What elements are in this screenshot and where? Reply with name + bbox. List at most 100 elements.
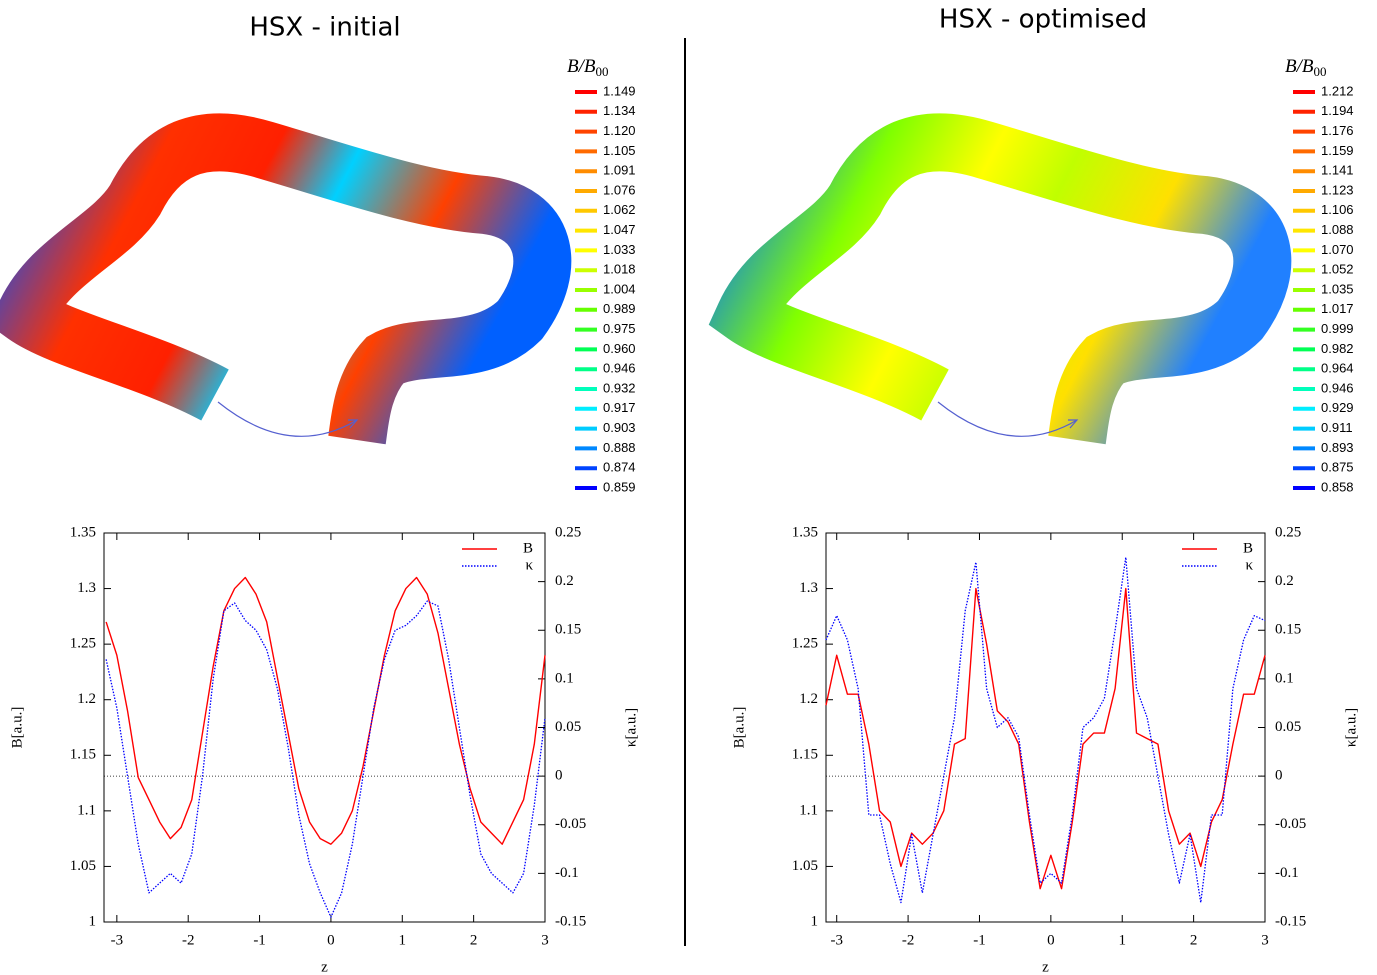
colorbar-level: 0.946 xyxy=(603,361,636,376)
y2-tick-label: -0.05 xyxy=(555,816,586,832)
x-axis-label: z xyxy=(1042,959,1049,975)
colorbar: B/B00 1.149 1.134 1.120 1.105 1.091 1.076 1.062… xyxy=(567,56,636,494)
legend-label: κ xyxy=(525,557,533,573)
colorbar: B/B00 1.212 1.194 1.176 1.159 1.141 1.123 1.106… xyxy=(1285,56,1354,494)
colorbar-level: 0.917 xyxy=(603,400,636,415)
x-axis-label: z xyxy=(321,959,328,975)
series-line xyxy=(105,600,546,918)
colorbar-level: 1.149 xyxy=(603,83,636,98)
colorbar-level: 0.859 xyxy=(603,479,636,494)
colorbar-level: 1.141 xyxy=(1321,163,1354,178)
y2-axis-label: κ[a.u.] xyxy=(623,708,639,747)
y-tick-label: 1.35 xyxy=(70,524,96,540)
colorbar-level: 1.004 xyxy=(603,281,636,296)
x-tick-label: -2 xyxy=(182,932,195,948)
y2-tick-label: 0.2 xyxy=(555,573,574,589)
colorbar-level: 0.888 xyxy=(603,440,636,455)
y-tick-label: 1.1 xyxy=(77,802,96,818)
colorbar-level: 0.999 xyxy=(1321,321,1354,336)
y-tick-label: 1 xyxy=(811,913,819,929)
x-tick-label: 0 xyxy=(327,932,335,948)
colorbar-level: 1.105 xyxy=(603,143,636,158)
x-tick-label: 1 xyxy=(1118,932,1126,948)
y-tick-label: 1.35 xyxy=(792,524,818,540)
colorbar-label: B/B00 xyxy=(567,56,609,79)
colorbar-label-main: B/B xyxy=(1285,56,1314,77)
y2-tick-label: -0.1 xyxy=(555,865,579,881)
colorbar-level: 0.893 xyxy=(1321,440,1354,455)
colorbar-level: 1.070 xyxy=(1321,242,1354,257)
colorbar-level: 1.017 xyxy=(1321,301,1354,316)
colorbar-label-sub: 00 xyxy=(1314,64,1327,79)
x-tick-label: 1 xyxy=(399,932,407,948)
y-axis-label: B[a.u.] xyxy=(9,707,25,749)
y2-tick-label: 0 xyxy=(555,768,563,784)
chart-title: HSX - initial xyxy=(249,13,400,43)
x-tick-label: -3 xyxy=(111,932,124,948)
y-tick-label: 1.3 xyxy=(799,580,818,596)
legend-label: κ xyxy=(1245,557,1253,573)
series-line xyxy=(825,556,1266,904)
y-tick-label: 1 xyxy=(89,913,97,929)
colorbar-level: 0.911 xyxy=(1321,420,1353,435)
colorbar-level: 1.194 xyxy=(1321,103,1354,118)
colorbar-level: 0.858 xyxy=(1321,479,1354,494)
colorbar-level: 0.875 xyxy=(1321,460,1354,475)
y-axis-label: B[a.u.] xyxy=(731,707,747,749)
colorbar-level: 1.062 xyxy=(603,202,636,217)
y-tick-label: 1.15 xyxy=(792,747,818,763)
legend-label: B xyxy=(1243,540,1253,556)
colorbar-level: 1.106 xyxy=(1321,202,1354,217)
y2-tick-label: 0.1 xyxy=(555,670,574,686)
colorbar-level: 1.134 xyxy=(603,103,636,118)
y2-tick-label: -0.15 xyxy=(555,913,586,929)
colorbar-level: 0.982 xyxy=(1321,341,1354,356)
y2-tick-label: 0.25 xyxy=(555,524,581,540)
y2-tick-label: -0.1 xyxy=(1275,865,1299,881)
y-tick-label: 1.05 xyxy=(792,858,818,874)
colorbar-level: 0.989 xyxy=(603,301,636,316)
colorbar-level: 0.960 xyxy=(603,341,636,356)
colorbar-level: 1.212 xyxy=(1321,83,1354,98)
colorbar-label-main: B/B xyxy=(567,56,596,77)
x-tick-label: -3 xyxy=(830,932,843,948)
y2-tick-label: 0.15 xyxy=(555,622,581,638)
y-tick-label: 1.25 xyxy=(70,636,96,652)
colorbar-level: 0.975 xyxy=(603,321,636,336)
colorbar-level: 1.052 xyxy=(1321,262,1354,277)
chart-title: HSX - optimised xyxy=(939,5,1147,35)
colorbar-level: 0.903 xyxy=(603,420,636,435)
y-tick-label: 1.3 xyxy=(77,580,96,596)
legend-label: B xyxy=(523,540,533,556)
x-tick-label: 2 xyxy=(470,932,478,948)
y-tick-label: 1.2 xyxy=(77,691,96,707)
y2-tick-label: -0.05 xyxy=(1275,816,1306,832)
colorbar-level: 1.088 xyxy=(1321,222,1354,237)
colorbar-level: 0.929 xyxy=(1321,400,1354,415)
y-tick-label: 1.25 xyxy=(792,636,818,652)
colorbar-level: 1.120 xyxy=(603,123,636,138)
x-tick-label: -1 xyxy=(253,932,266,948)
colorbar-level: 1.035 xyxy=(1321,281,1354,296)
y2-tick-label: 0.25 xyxy=(1275,524,1301,540)
y-tick-label: 1.1 xyxy=(799,802,818,818)
colorbar-level: 0.946 xyxy=(1321,380,1354,395)
colorbar-level: 0.964 xyxy=(1321,361,1354,376)
torus-render xyxy=(708,113,1292,445)
series-line xyxy=(825,587,1266,890)
colorbar-level: 1.123 xyxy=(1321,182,1354,197)
y2-tick-label: -0.15 xyxy=(1275,913,1306,929)
x-tick-label: 2 xyxy=(1190,932,1198,948)
y-tick-label: 1.15 xyxy=(70,747,96,763)
y2-axis-label: κ[a.u.] xyxy=(1343,708,1359,747)
x-tick-label: -1 xyxy=(973,932,986,948)
x-tick-label: -2 xyxy=(902,932,915,948)
line-chart: HSX - initial -3 -2 -1 0 1 2 3 1 1.05 1.1 1.15 1.2 1.… xyxy=(9,13,639,975)
plot-frame xyxy=(103,532,546,923)
colorbar-level: 1.033 xyxy=(603,242,636,257)
colorbar-label-sub: 00 xyxy=(596,64,609,79)
y2-tick-label: 0.05 xyxy=(555,719,581,735)
colorbar-level: 0.932 xyxy=(603,380,636,395)
